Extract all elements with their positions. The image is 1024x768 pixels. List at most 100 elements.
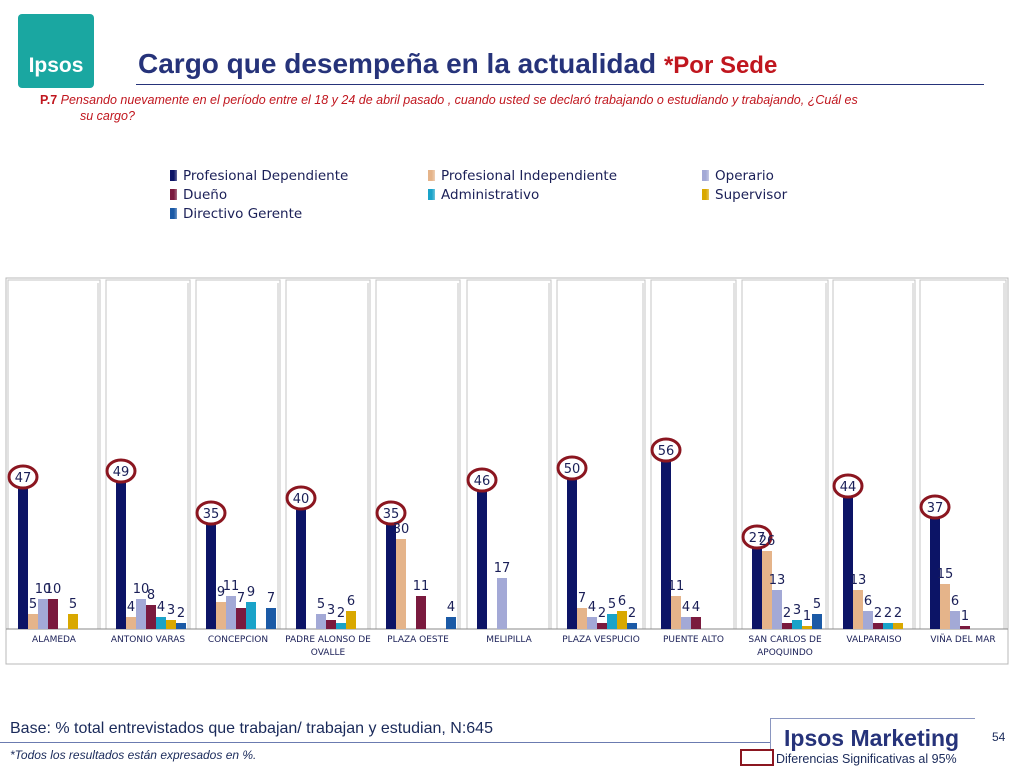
legend-label: Administrativo (441, 187, 540, 203)
legend-label: Operario (715, 168, 774, 184)
bar (416, 596, 426, 629)
data-label: 2 (894, 606, 902, 621)
bar (567, 479, 577, 629)
panel-shadow (733, 283, 736, 629)
legend-label: Profesional Dependiente (183, 168, 349, 184)
data-label: 10 (45, 582, 62, 597)
data-label: 4 (127, 600, 135, 615)
bar (617, 611, 627, 629)
data-label: 4 (157, 600, 165, 615)
category-label: ALAMEDA (32, 635, 77, 645)
data-label: 1 (961, 609, 969, 624)
legend-item: Directivo Gerente (170, 206, 302, 222)
data-label: 50 (564, 462, 581, 477)
bar (597, 623, 607, 629)
data-label: 2 (177, 606, 185, 621)
title-suffix: *Por Sede (663, 52, 778, 79)
significance-circle (832, 473, 864, 499)
data-label: 4 (447, 600, 455, 615)
data-label: 37 (927, 501, 944, 516)
significance-circle (105, 458, 137, 484)
panel-shadow (912, 283, 915, 629)
bar (326, 620, 336, 629)
significance-marker-icon (740, 749, 774, 766)
bar (802, 626, 812, 629)
bar (681, 617, 691, 629)
legend-item: Profesional Dependiente (170, 168, 348, 184)
category-label: MELIPILLA (486, 635, 532, 645)
panel-shadow (642, 283, 645, 629)
significance-circle (285, 485, 317, 511)
data-label: 35 (383, 507, 400, 522)
data-label: 17 (494, 561, 511, 576)
chart-legend: Profesional Dependiente Profesional Indep… (170, 168, 810, 228)
category-label: PADRE ALONSO DE (285, 635, 371, 645)
legend-item: Profesional Independiente (428, 168, 617, 184)
bar (226, 596, 236, 629)
data-label: 2 (628, 606, 636, 621)
category-label: PUENTE ALTO (663, 635, 724, 645)
footer-divider (0, 742, 770, 743)
panel-shadow (187, 283, 190, 629)
category-label: VALPARAISO (846, 635, 901, 645)
bar (18, 488, 28, 629)
significance-circle (7, 464, 39, 490)
data-label: 26 (759, 534, 776, 549)
legend-swatch (170, 189, 177, 200)
base-text: Base: % total entrevistados que trabajan… (10, 720, 493, 737)
category-label: VIÑA DEL MAR (930, 634, 995, 645)
data-label: 6 (347, 594, 355, 609)
data-label: 2 (783, 606, 791, 621)
bar (156, 617, 166, 629)
bar (116, 482, 126, 629)
bar (762, 551, 772, 629)
title-main: Cargo que desempeña en la actualidad (138, 48, 657, 79)
data-label: 30 (393, 522, 410, 537)
data-label: 11 (413, 579, 430, 594)
bar (691, 617, 701, 629)
data-label: 7 (237, 591, 245, 606)
data-label: 44 (840, 480, 857, 495)
page-number: 54 (992, 730, 1006, 744)
legend-item: Administrativo (428, 187, 539, 203)
bar (38, 599, 48, 629)
category-label: APOQUINDO (757, 648, 813, 658)
logo-text: Ipsos (28, 54, 84, 77)
data-label: 5 (69, 597, 77, 612)
data-label: 11 (223, 579, 240, 594)
bar (446, 617, 456, 629)
data-label: 13 (769, 573, 786, 588)
legend-swatch (702, 170, 709, 181)
footnote: *Todos los resultados están expresados e… (10, 748, 257, 762)
significance-legend: Diferencias Significativas al 95% (740, 749, 957, 766)
panel-shadow (1003, 283, 1006, 629)
bar (316, 614, 326, 629)
category-label: OVALLE (311, 648, 346, 658)
legend-item: Supervisor (702, 187, 787, 203)
legend-item: Dueño (170, 187, 227, 203)
bar (346, 611, 356, 629)
panel-shadow (457, 283, 460, 629)
bar (883, 623, 893, 629)
legend-item: Operario (702, 168, 774, 184)
bar (782, 623, 792, 629)
bar (146, 605, 156, 629)
bar (497, 578, 507, 629)
legend-swatch (170, 170, 177, 181)
bar (960, 626, 970, 629)
bar (661, 461, 671, 629)
data-label: 3 (167, 603, 175, 618)
data-label: 27 (749, 531, 766, 546)
legend-swatch (428, 189, 435, 200)
data-label: 1 (803, 609, 811, 624)
bar (68, 614, 78, 629)
data-label: 40 (293, 492, 310, 507)
bar (396, 539, 406, 629)
legend-label: Directivo Gerente (183, 206, 303, 222)
bar (206, 524, 216, 629)
bar (577, 608, 587, 629)
category-label: CONCEPCION (208, 635, 268, 645)
bar (812, 614, 822, 629)
significance-circle (650, 437, 682, 463)
